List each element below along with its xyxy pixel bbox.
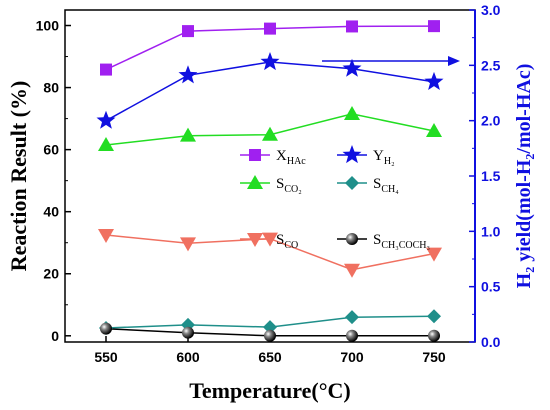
y-tick-label-right: 1.0	[481, 223, 501, 239]
data-point-YH2	[96, 110, 116, 129]
legend: XHAc YH₂ SCO₂ SCH₄ SCO SCH₃COCH₃	[240, 145, 430, 251]
legend-item-YH2: YH₂	[337, 145, 395, 167]
data-point-SCO2	[262, 126, 278, 141]
data-point-XHAc	[428, 20, 440, 33]
data-point-YH2	[260, 52, 280, 71]
legend-item-SCO2: SCO₂	[240, 175, 302, 195]
data-point-SCO	[344, 263, 360, 278]
y-tick-label-left: 60	[43, 142, 59, 158]
legend-label: SCO	[276, 232, 298, 251]
data-point-SCO2	[426, 123, 442, 138]
legend-item-SCH4: SCH₄	[337, 176, 399, 195]
x-tick-label: 550	[94, 349, 118, 365]
data-point-SCO	[98, 228, 114, 243]
data-point-XHAc	[100, 63, 112, 76]
data-point-SCH3COCH3	[100, 322, 112, 335]
legend-label: XHAc	[276, 148, 306, 167]
legend-marker-XHAc	[249, 149, 261, 161]
x-axis-title: Temperature(°C)	[189, 378, 351, 403]
data-point-SCO2	[98, 136, 114, 151]
data-point-YH2	[178, 65, 198, 84]
data-point-YH2	[342, 58, 362, 77]
data-point-SCO2	[180, 127, 196, 142]
x-tick-label: 600	[176, 349, 200, 365]
left-axis-ticks: 0 20 40 60 80 100	[36, 18, 71, 344]
x-tick-label: 700	[340, 349, 364, 365]
data-point-XHAc	[182, 25, 194, 38]
data-point-SCO	[426, 247, 442, 262]
x-tick-label: 650	[258, 349, 282, 365]
y-tick-label-left: 20	[43, 266, 59, 282]
y-tick-label-left: 80	[43, 80, 59, 96]
data-point-SCH3COCH3	[346, 329, 358, 342]
legend-label: SCH₃COCH₃	[373, 232, 430, 251]
data-point-SCH3COCH3	[182, 326, 194, 339]
legend-marker-SCH4	[345, 176, 359, 190]
y-tick-label-left: 40	[43, 204, 59, 220]
y-tick-label-right: 0.5	[481, 279, 501, 295]
y-tick-label-right: 3.0	[481, 2, 501, 18]
series-lines	[105, 25, 435, 337]
data-point-SCH4	[263, 320, 277, 335]
right-axis-arrow	[322, 56, 460, 66]
legend-item-XHAc: XHAc	[240, 148, 306, 167]
series-line-YH2	[105, 61, 435, 122]
data-point-SCH3COCH3	[428, 329, 440, 342]
y-tick-label-right: 2.5	[481, 57, 501, 73]
y-tick-label-right: 1.5	[481, 168, 501, 184]
y-tick-label-left: 100	[36, 18, 60, 34]
data-point-YH2	[424, 71, 444, 90]
legend-marker-SCO	[247, 233, 263, 247]
data-point-SCH4	[345, 310, 359, 325]
right-axis-ticks: 0.0 0.5 1.0 1.5 2.0 2.5 3.0	[469, 2, 501, 350]
data-point-SCO2	[344, 105, 360, 120]
legend-item-SCH3COCH3: SCH₃COCH₃	[337, 232, 430, 251]
data-point-XHAc	[346, 20, 358, 33]
data-point-SCO	[180, 237, 196, 252]
data-point-SCH4	[427, 309, 441, 324]
series-markers	[96, 20, 444, 342]
legend-marker-SCO2	[247, 175, 263, 189]
legend-marker-SCH3COCH3	[346, 233, 358, 245]
x-tick-label: 750	[422, 349, 446, 365]
legend-label: SCO₂	[276, 176, 302, 195]
legend-item-SCO: SCO	[240, 232, 298, 251]
y-axis-title-left: Reaction Result (%)	[6, 81, 31, 272]
y-tick-label-left: 0	[51, 328, 59, 344]
legend-marker-YH2	[342, 145, 362, 164]
x-axis-ticks: 550 600 650 700 750	[94, 336, 446, 365]
legend-label: YH₂	[373, 148, 395, 167]
legend-label: SCH₄	[373, 176, 399, 195]
y-tick-label-right: 0.0	[481, 334, 501, 350]
y-axis-title-right: H₂ yield(mol-H₂/mol-HAc)	[513, 64, 535, 289]
data-point-XHAc	[264, 22, 276, 35]
data-point-SCH3COCH3	[264, 329, 276, 342]
y-tick-label-right: 2.0	[481, 113, 501, 129]
